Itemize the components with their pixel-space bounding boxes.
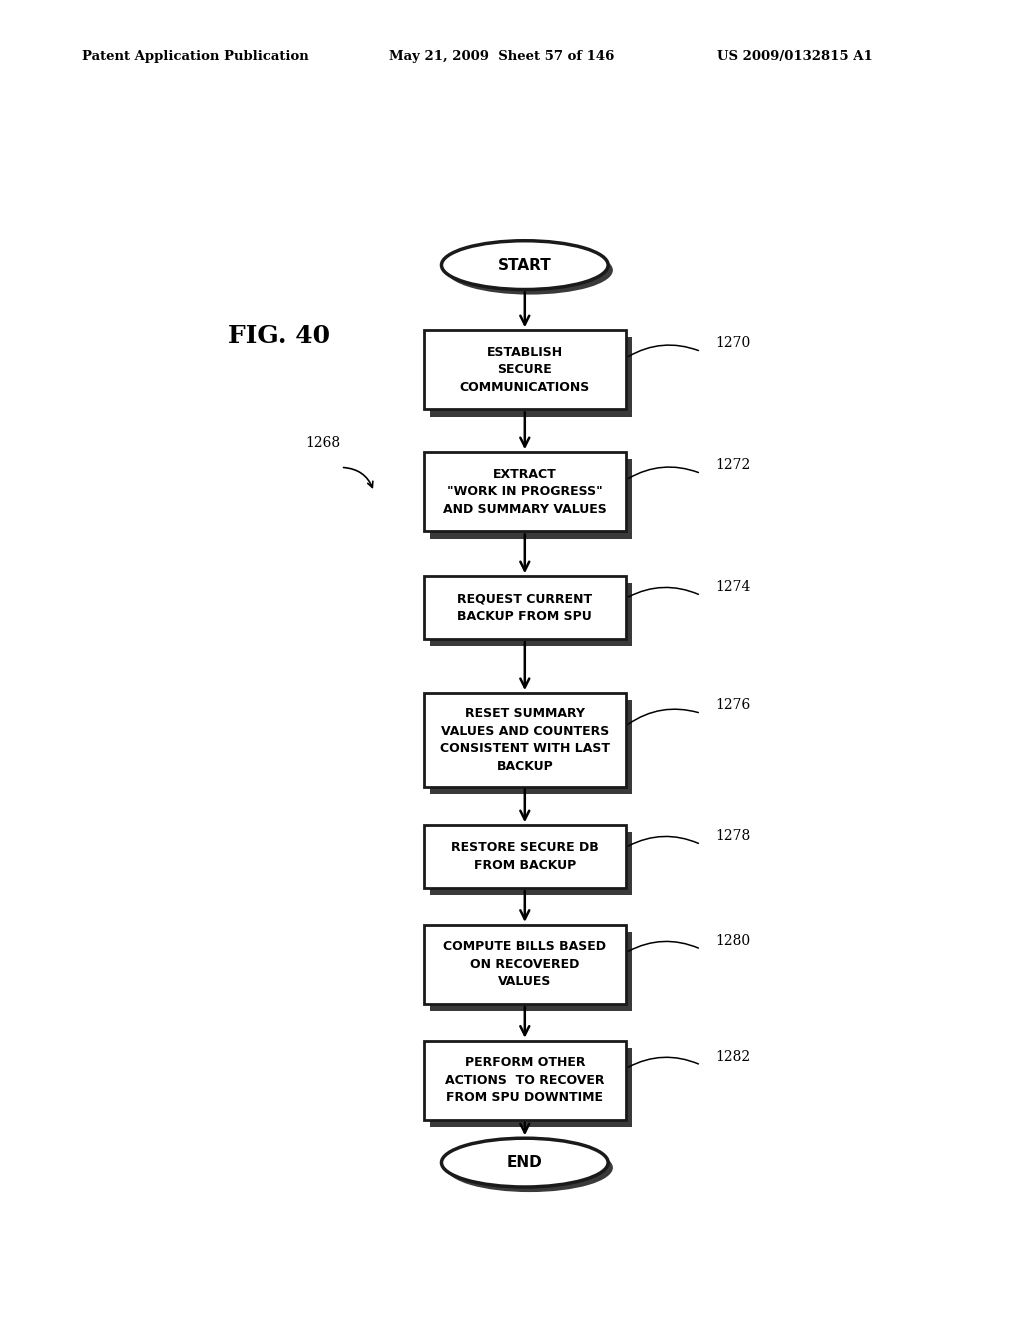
FancyBboxPatch shape [430,583,633,647]
FancyBboxPatch shape [430,932,633,1011]
FancyBboxPatch shape [424,330,626,409]
Text: 1272: 1272 [715,458,751,473]
Ellipse shape [441,240,608,289]
FancyBboxPatch shape [424,453,626,532]
Ellipse shape [446,246,613,294]
Text: EXTRACT
"WORK IN PROGRESS"
AND SUMMARY VALUES: EXTRACT "WORK IN PROGRESS" AND SUMMARY V… [443,467,606,516]
Text: 1274: 1274 [715,581,751,594]
Text: START: START [498,257,552,273]
FancyBboxPatch shape [424,1040,626,1119]
FancyBboxPatch shape [424,693,626,787]
Text: Patent Application Publication: Patent Application Publication [82,50,308,63]
Text: PERFORM OTHER
ACTIONS  TO RECOVER
FROM SPU DOWNTIME: PERFORM OTHER ACTIONS TO RECOVER FROM SP… [445,1056,604,1105]
Text: RESTORE SECURE DB
FROM BACKUP: RESTORE SECURE DB FROM BACKUP [451,841,599,873]
FancyBboxPatch shape [424,925,626,1005]
Text: FIG. 40: FIG. 40 [227,325,330,348]
Text: 1278: 1278 [715,829,751,843]
FancyBboxPatch shape [424,576,626,639]
Ellipse shape [446,1143,613,1192]
Text: US 2009/0132815 A1: US 2009/0132815 A1 [717,50,872,63]
FancyBboxPatch shape [424,825,626,888]
FancyBboxPatch shape [430,459,633,539]
Text: 1276: 1276 [715,698,751,713]
Text: May 21, 2009  Sheet 57 of 146: May 21, 2009 Sheet 57 of 146 [389,50,614,63]
Text: END: END [507,1155,543,1170]
FancyBboxPatch shape [430,833,633,895]
Text: REQUEST CURRENT
BACKUP FROM SPU: REQUEST CURRENT BACKUP FROM SPU [458,593,592,623]
FancyBboxPatch shape [430,338,633,417]
Text: 1282: 1282 [715,1049,751,1064]
Text: 1268: 1268 [305,436,340,450]
Text: 1280: 1280 [715,935,751,948]
Text: COMPUTE BILLS BASED
ON RECOVERED
VALUES: COMPUTE BILLS BASED ON RECOVERED VALUES [443,940,606,989]
Text: 1270: 1270 [715,337,751,350]
FancyBboxPatch shape [430,700,633,793]
Ellipse shape [441,1138,608,1187]
Text: RESET SUMMARY
VALUES AND COUNTERS
CONSISTENT WITH LAST
BACKUP: RESET SUMMARY VALUES AND COUNTERS CONSIS… [439,708,610,772]
Text: ESTABLISH
SECURE
COMMUNICATIONS: ESTABLISH SECURE COMMUNICATIONS [460,346,590,393]
FancyBboxPatch shape [430,1048,633,1127]
